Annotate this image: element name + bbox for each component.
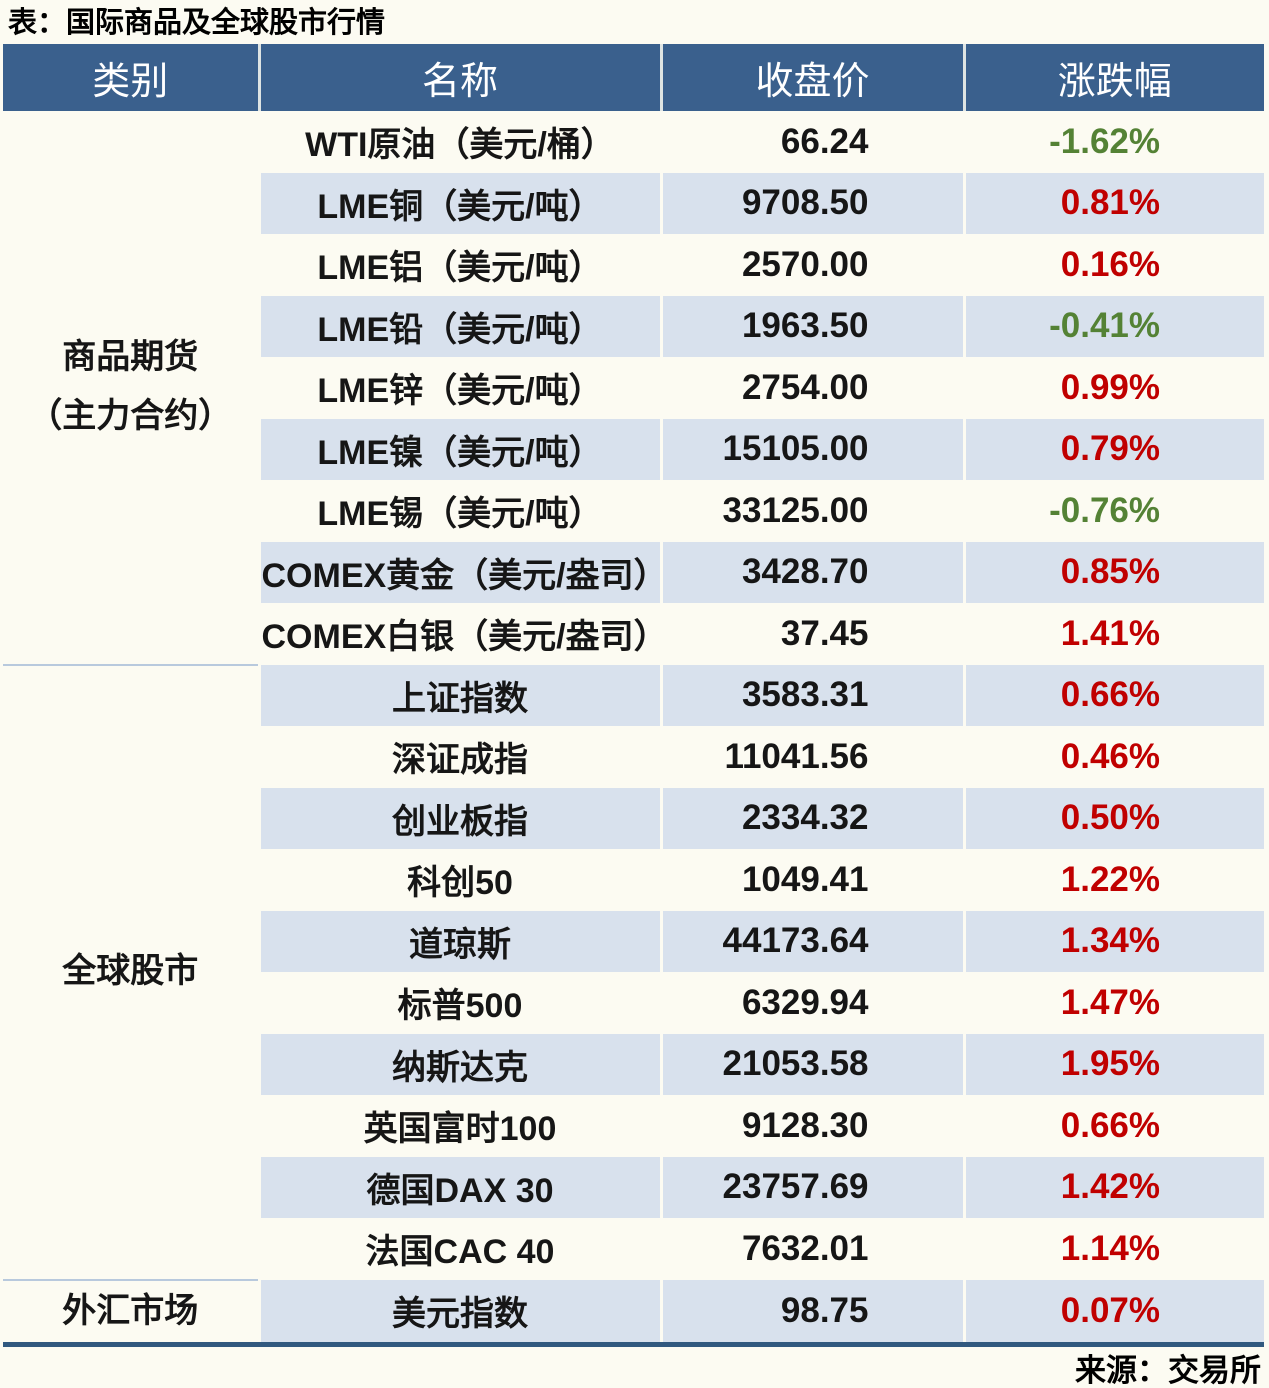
change-percent: 0.66% — [962, 1095, 1264, 1157]
close-price: 1963.50 — [659, 295, 964, 357]
table-row: COMEX黄金（美元/盎司） 3428.70 0.85% — [3, 541, 1264, 603]
close-price: 66.24 — [659, 111, 964, 173]
table-row: LME镍（美元/吨） 15105.00 0.79% — [3, 418, 1264, 480]
instrument-name: LME锡（美元/吨） — [257, 480, 661, 542]
category-cell-commodities: 商品期货 （主力合约） — [3, 111, 259, 665]
instrument-name: LME铅（美元/吨） — [257, 295, 661, 357]
change-percent: 0.99% — [962, 357, 1264, 419]
instrument-name: LME镍（美元/吨） — [257, 418, 661, 480]
market-table: 类别 名称 收盘价 涨跌幅 商品期货 （主力合约） WTI原油（美元/桶） 66… — [3, 44, 1264, 1347]
change-percent: 1.41% — [962, 603, 1264, 665]
table-row: 德国DAX 30 23757.69 1.42% — [3, 1156, 1264, 1218]
category-label: （主力合约） — [28, 397, 233, 436]
change-percent: 0.46% — [962, 726, 1264, 788]
close-price: 2570.00 — [659, 234, 964, 296]
header-row: 类别 名称 收盘价 涨跌幅 — [3, 44, 1264, 111]
table-row: 全球股市 上证指数 3583.31 0.66% — [3, 663, 1264, 1280]
change-percent: -1.62% — [962, 111, 1264, 173]
category-label: 外汇市场 — [62, 1291, 199, 1330]
close-price: 7632.01 — [659, 1218, 964, 1280]
change-percent: 1.42% — [962, 1156, 1264, 1218]
table-row: 纳斯达克 21053.58 1.95% — [3, 1033, 1264, 1095]
table-row: 英国富时100 9128.30 0.66% — [3, 1095, 1264, 1157]
table-row: 外汇市场 美元指数 98.75 0.07% — [3, 1278, 1264, 1345]
instrument-name: LME锌（美元/吨） — [257, 357, 661, 419]
table-row: LME铅（美元/吨） 1963.50 -0.41% — [3, 295, 1264, 357]
close-price: 15105.00 — [659, 418, 964, 480]
instrument-name: 美元指数 — [257, 1279, 661, 1345]
instrument-name: WTI原油（美元/桶） — [257, 111, 661, 173]
header-category: 类别 — [3, 44, 259, 111]
instrument-name: 德国DAX 30 — [257, 1156, 661, 1218]
change-percent: 1.14% — [962, 1218, 1264, 1280]
close-price: 21053.58 — [659, 1033, 964, 1095]
close-price: 6329.94 — [659, 972, 964, 1034]
table-row: 道琼斯 44173.64 1.34% — [3, 910, 1264, 972]
change-percent: 1.95% — [962, 1033, 1264, 1095]
close-price: 1049.41 — [659, 849, 964, 911]
table-row: LME铝（美元/吨） 2570.00 0.16% — [3, 234, 1264, 296]
category-label: 全球股市 — [62, 952, 199, 991]
instrument-name: 上证指数 — [257, 664, 661, 726]
table-row: 创业板指 2334.32 0.50% — [3, 787, 1264, 849]
close-price: 9128.30 — [659, 1095, 964, 1157]
table-row: LME锡（美元/吨） 33125.00 -0.76% — [3, 480, 1264, 542]
table-row: 科创50 1049.41 1.22% — [3, 849, 1264, 911]
change-percent: -0.76% — [962, 480, 1264, 542]
change-percent: 0.81% — [962, 172, 1264, 234]
change-percent: 0.16% — [962, 234, 1264, 296]
change-percent: 1.34% — [962, 910, 1264, 972]
change-percent: 0.50% — [962, 787, 1264, 849]
change-percent: 0.66% — [962, 664, 1264, 726]
header-close: 收盘价 — [659, 44, 964, 111]
category-cell-forex: 外汇市场 — [3, 1278, 259, 1345]
instrument-name: COMEX白银（美元/盎司） — [257, 603, 668, 665]
instrument-name: LME铝（美元/吨） — [257, 234, 661, 296]
close-price: 2754.00 — [659, 357, 964, 419]
change-percent: 0.07% — [962, 1279, 1264, 1345]
close-price: 9708.50 — [659, 172, 964, 234]
header-name: 名称 — [257, 44, 661, 111]
source-note: 来源：交易所 — [1075, 1353, 1261, 1388]
change-percent: 1.22% — [962, 849, 1264, 911]
table-row: 标普500 6329.94 1.47% — [3, 972, 1264, 1034]
instrument-name: 法国CAC 40 — [257, 1218, 661, 1280]
header-change: 涨跌幅 — [962, 44, 1264, 111]
table-row: 深证成指 11041.56 0.46% — [3, 726, 1264, 788]
category-label: 商品期货 — [62, 337, 199, 376]
instrument-name: 深证成指 — [257, 726, 661, 788]
instrument-name: 纳斯达克 — [257, 1033, 661, 1095]
category-cell-global-stocks: 全球股市 — [3, 663, 259, 1280]
close-price: 37.45 — [659, 603, 964, 665]
instrument-name: 标普500 — [257, 972, 661, 1034]
close-price: 23757.69 — [659, 1156, 964, 1218]
change-percent: -0.41% — [962, 295, 1264, 357]
table-header: 类别 名称 收盘价 涨跌幅 — [3, 44, 1264, 111]
instrument-name: 创业板指 — [257, 787, 661, 849]
instrument-name: 英国富时100 — [257, 1095, 661, 1157]
instrument-name: 科创50 — [257, 849, 661, 911]
table-row: 商品期货 （主力合约） WTI原油（美元/桶） 66.24 -1.62% — [3, 111, 1264, 665]
instrument-name: 道琼斯 — [257, 910, 661, 972]
change-percent: 0.85% — [962, 541, 1264, 603]
close-price: 11041.56 — [659, 726, 964, 788]
instrument-name: LME铜（美元/吨） — [257, 172, 661, 234]
close-price: 3583.31 — [659, 664, 964, 726]
close-price: 2334.32 — [659, 787, 964, 849]
close-price: 98.75 — [659, 1279, 964, 1345]
close-price: 3428.70 — [659, 541, 964, 603]
table-row: LME锌（美元/吨） 2754.00 0.99% — [3, 357, 1264, 419]
table-row: LME铜（美元/吨） 9708.50 0.81% — [3, 172, 1264, 234]
close-price: 33125.00 — [659, 480, 964, 542]
table-body: 商品期货 （主力合约） WTI原油（美元/桶） 66.24 -1.62% LME… — [3, 111, 1264, 1345]
instrument-name: COMEX黄金（美元/盎司） — [257, 541, 668, 603]
table-row: COMEX白银（美元/盎司） 37.45 1.41% — [3, 603, 1264, 665]
page-title: 表：国际商品及全球股市行情 — [8, 7, 386, 39]
table-row: 法国CAC 40 7632.01 1.14% — [3, 1218, 1264, 1280]
close-price: 44173.64 — [659, 910, 964, 972]
change-percent: 0.79% — [962, 418, 1264, 480]
change-percent: 1.47% — [962, 972, 1264, 1034]
